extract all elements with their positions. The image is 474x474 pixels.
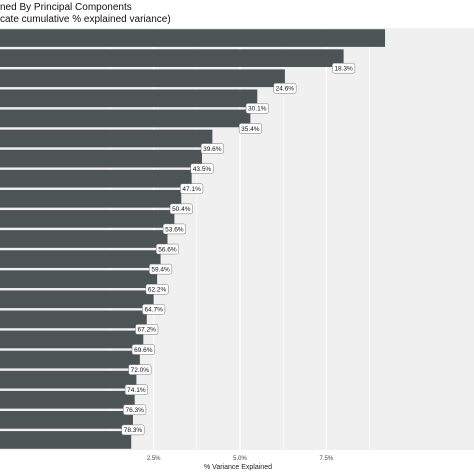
- data-label-box: [273, 83, 297, 94]
- x-axis-ticks: 2.5% 5.0% 7.5%: [147, 456, 334, 462]
- bar: [0, 49, 344, 67]
- chart-subtitle: cate cumulative % explained variance): [0, 14, 171, 25]
- data-label-box: [169, 203, 193, 215]
- data-label: 76.3%: [125, 407, 144, 414]
- bar: [0, 69, 285, 88]
- bar: [0, 350, 140, 369]
- data-label-box: [123, 404, 147, 416]
- bar: [0, 431, 132, 449]
- bar: [0, 330, 144, 349]
- chart-title-block: ned By Principal Components cate cumulat…: [0, 2, 474, 26]
- bar: [0, 109, 251, 128]
- data-label-box: [124, 384, 148, 395]
- data-label: 35.4%: [241, 126, 260, 133]
- bar: [0, 370, 137, 389]
- data-label-box: [155, 243, 179, 255]
- data-label: 47.1%: [182, 186, 201, 193]
- data-label-box: [200, 143, 224, 154]
- data-label: 74.1%: [127, 387, 146, 394]
- data-label-box: [142, 304, 166, 315]
- bar: [0, 169, 192, 188]
- bar: [0, 411, 133, 429]
- chart-title: ned By Principal Components: [0, 2, 132, 13]
- bar: [0, 390, 135, 409]
- data-label: 72.0%: [131, 367, 150, 374]
- data-label: 67.2%: [138, 327, 157, 334]
- data-label: 18.3%: [334, 65, 353, 72]
- data-label-box: [245, 103, 269, 114]
- data-label-box: [131, 344, 155, 355]
- data-label-box: [135, 324, 159, 335]
- bar: [0, 310, 147, 329]
- bar: [0, 290, 154, 309]
- data-label-box: [180, 183, 204, 195]
- data-label-box: [128, 364, 152, 375]
- data-label: 53.6%: [165, 226, 184, 233]
- bar: [0, 89, 258, 108]
- data-label: 59.4%: [151, 266, 170, 273]
- data-label: 43.5%: [193, 166, 212, 173]
- data-label-box: [149, 263, 173, 275]
- data-label: 78.3%: [124, 427, 143, 434]
- data-label-box: [121, 424, 145, 436]
- bar: [0, 230, 168, 248]
- bar: [0, 29, 386, 47]
- x-tick-label: 2.5%: [147, 456, 161, 462]
- bar: [0, 250, 161, 268]
- data-label-box: [145, 283, 169, 295]
- x-axis-title: % Variance Explained: [204, 464, 272, 471]
- data-label: 30.1%: [248, 106, 267, 113]
- data-label: 62.2%: [148, 287, 167, 294]
- x-tick-label: 7.5%: [319, 456, 333, 462]
- data-label-box: [162, 223, 186, 235]
- bar: [0, 149, 203, 168]
- data-label: 56.6%: [158, 246, 177, 253]
- data-label: 50.4%: [172, 206, 191, 213]
- bar: [0, 189, 182, 208]
- data-label: 24.6%: [276, 86, 295, 93]
- bar: [0, 129, 213, 148]
- data-label: 39.6%: [203, 146, 222, 153]
- data-label-box: [238, 123, 262, 134]
- data-label: 69.6%: [134, 347, 153, 354]
- bars-layer: [0, 29, 386, 449]
- bar: [0, 270, 158, 289]
- x-tick-label: 5.0%: [233, 456, 247, 462]
- labels-layer: 18.3% 24.6% 30.1% 35.4% 39.6% 43.5% 47.1% 50.4%…: [121, 62, 356, 436]
- bar: [0, 210, 175, 228]
- data-label: 64.7%: [144, 307, 163, 314]
- data-label-box: [190, 163, 214, 174]
- data-label-box: [332, 62, 356, 74]
